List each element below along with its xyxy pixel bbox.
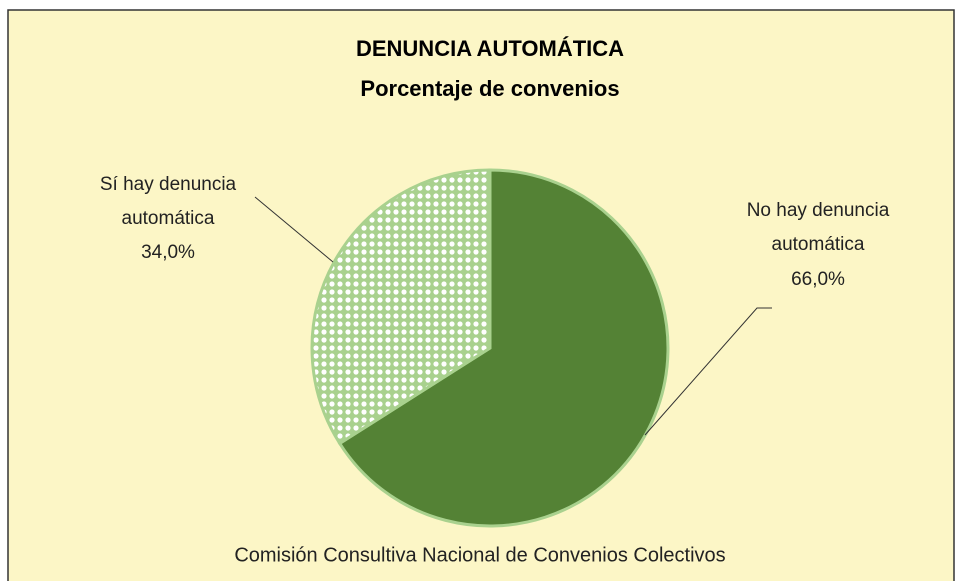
leader-line <box>254 196 334 263</box>
pie <box>310 168 670 528</box>
leader-line <box>644 307 772 436</box>
category-label: Sí hay denuncia automática <box>99 174 237 229</box>
chart-subtitle: Porcentaje de convenios <box>360 76 619 101</box>
source: Comisión Consultiva Nacional de Convenio… <box>234 544 725 566</box>
value-label: 34,0% <box>141 242 195 263</box>
pie-slice <box>310 168 492 446</box>
chart-title: DENUNCIA AUTOMÁTICA <box>356 36 624 61</box>
value-label: 66,0% <box>791 269 845 290</box>
category-label: No hay denuncia automática <box>746 200 890 255</box>
